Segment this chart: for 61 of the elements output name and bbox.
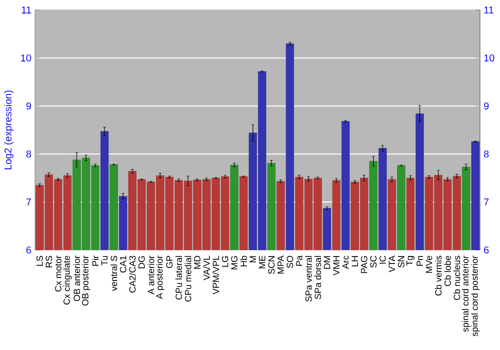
x-tick-label: Pir [92, 256, 99, 266]
x-tick-label: GP [166, 256, 173, 268]
x-tick-label: VPM/VPL [212, 256, 220, 294]
y-tick-label: 9 [26, 102, 32, 110]
y-axis-title: Log2 (expression) [4, 90, 14, 170]
y-tick-label: 8 [26, 150, 32, 158]
x-tick-label: Cb nucleus [454, 256, 460, 300]
x-tick-label: SO [286, 256, 294, 268]
y2-tick-label: 9 [484, 102, 489, 110]
x-tick-label: A posterior [156, 256, 164, 299]
x-tick-label: Cb vermis [434, 256, 442, 296]
x-tick-label: CA2/CA3 [129, 256, 136, 293]
x-tick-label: spinal cord anterior [462, 256, 470, 332]
x-tick-label: CPu lateral [175, 256, 182, 300]
y-tick-label: 11 [22, 6, 31, 14]
y2-tick-label: 8 [484, 150, 489, 158]
x-tick-label: MPA [278, 255, 284, 274]
x-tick-label: Pa [296, 255, 302, 266]
x-tick-label: Hb [240, 256, 247, 266]
x-tick-label: M [250, 256, 256, 262]
y2-tick-label: 7 [484, 198, 489, 206]
x-tick-label: LH [352, 256, 358, 266]
x-tick-label: ventral S [110, 256, 118, 291]
x-tick-label: MVe [426, 256, 432, 273]
x-tick-label: Pn [416, 256, 423, 266]
x-tick-label: SPa dorsal [314, 256, 322, 300]
x-tick-label: CPu medial [184, 256, 192, 302]
x-tick-label: MD [194, 256, 200, 269]
x-tick-label: SCN [268, 256, 275, 274]
x-tick-label: OB posterior [82, 256, 90, 306]
x-tick-label: Cx cingulate [63, 256, 72, 305]
y2-tick-label: 6 [484, 246, 489, 254]
x-tick-label: DM [324, 256, 330, 269]
x-tick-label: Tu [101, 256, 108, 266]
y-tick-label: 7 [26, 198, 31, 206]
x-tick-label: Cx motor [54, 256, 62, 292]
y2-tick-label: 10 [484, 54, 494, 62]
x-tick-label: SPa ventral [305, 256, 312, 302]
x-tick-label: SC [370, 256, 377, 268]
x-tick-label: VA/VL [203, 256, 210, 280]
x-tick-label: spinal cord posterior [471, 256, 480, 336]
y-tick-label: 6 [26, 246, 32, 254]
y-tick-label: 10 [21, 54, 32, 62]
x-tick-label: Tg [406, 256, 414, 266]
x-tick-label: DG [138, 256, 145, 268]
y2-tick-label: 11 [484, 6, 494, 14]
x-tick-label: RS [46, 256, 52, 268]
x-tick-label: OB anterior [73, 256, 80, 302]
x-tick-label: PAG [360, 256, 368, 274]
x-tick-label: VMH [333, 256, 340, 276]
x-tick-label: MG [231, 256, 238, 270]
x-tick-label: CA1 [120, 256, 126, 273]
x-tick-label: VTA [388, 255, 396, 272]
x-tick-label: A anterior [148, 256, 154, 294]
x-tick-label: SN [398, 256, 404, 268]
x-tick-label: IC [379, 256, 386, 264]
x-tick-label: LS [36, 256, 43, 266]
x-tick-label: ME [259, 256, 266, 268]
x-tick-label: Cb lobe [444, 256, 451, 286]
x-tick-label: Arc [342, 256, 349, 269]
x-tick-label: LG [222, 256, 228, 267]
